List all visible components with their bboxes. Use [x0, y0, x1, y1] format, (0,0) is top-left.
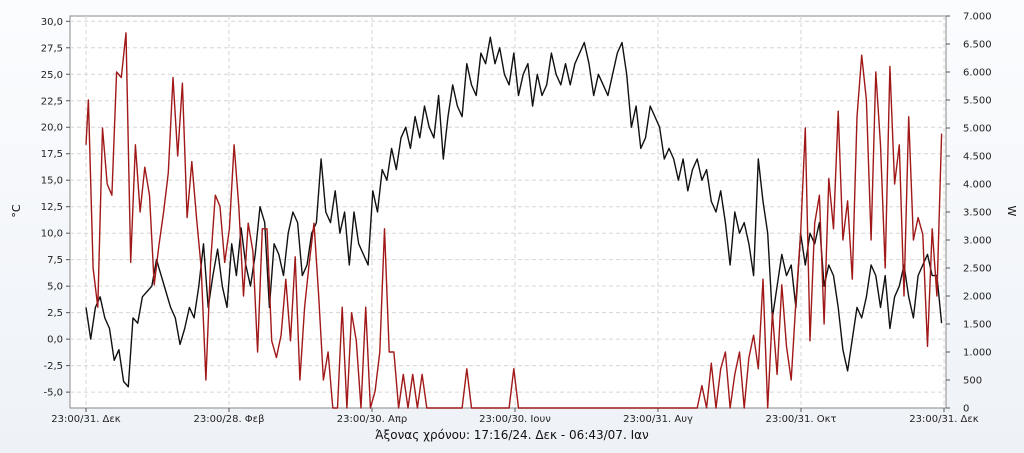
x-tick-label: 23:00/31. Δεκ	[909, 414, 979, 425]
right-tick-label: 5.500	[963, 96, 992, 107]
right-tick-label: 2.500	[963, 264, 992, 275]
left-tick-label: 0,0	[47, 335, 63, 346]
x-tick-label: 23:00/30. Ιουν	[479, 414, 551, 425]
left-tick-label: 10,0	[41, 229, 63, 240]
x-axis-ticks: 23:00/31. Δεκ 23:00/28. Φεβ 23:00/30. Απρ 2…	[51, 408, 979, 425]
x-tick-label: 23:00/30. Απρ	[337, 414, 407, 425]
right-tick-label: 6.000	[963, 68, 992, 79]
series-layer	[85, 32, 943, 409]
right-tick-label: 6.500	[963, 40, 992, 51]
left-tick-label: 30,0	[41, 17, 63, 28]
right-tick-label: 2.000	[963, 292, 992, 303]
plot-background	[69, 15, 947, 409]
right-tick-label: 5.000	[963, 124, 992, 135]
right-tick-label: 1.000	[963, 348, 992, 359]
left-tick-label: 22,5	[41, 96, 63, 107]
left-axis-ticks: -5,0 -2,5 0,0 2,5 5,0 7,5 10,0 12,5 15,0 17,5 20,0…	[41, 17, 70, 399]
left-tick-label: -2,5	[43, 361, 63, 372]
left-tick-label: 7,5	[47, 255, 63, 266]
left-axis-title: °C	[10, 204, 23, 218]
left-tick-label: 2,5	[47, 308, 63, 319]
right-tick-label: 4.500	[963, 152, 992, 163]
right-tick-label: 1.500	[963, 320, 992, 331]
x-tick-label: 23:00/31. Οκτ	[765, 414, 836, 425]
right-tick-label: 3.000	[963, 236, 992, 247]
right-tick-label: 7.000	[963, 12, 992, 23]
x-tick-label: 23:00/31. Αυγ	[623, 414, 693, 425]
left-tick-label: 12,5	[41, 202, 63, 213]
left-tick-label: 5,0	[47, 282, 63, 293]
x-tick-label: 23:00/31. Δεκ	[51, 414, 121, 425]
left-tick-label: 20,0	[41, 123, 63, 134]
x-tick-label: 23:00/28. Φεβ	[194, 414, 265, 425]
right-tick-label: 500	[963, 376, 982, 387]
right-tick-label: 4.000	[963, 180, 992, 191]
right-axis-title: W	[1005, 206, 1018, 217]
left-tick-label: -5,0	[43, 388, 63, 399]
left-tick-label: 17,5	[41, 149, 63, 160]
right-tick-label: 3.500	[963, 208, 992, 219]
right-tick-label: 0	[963, 404, 969, 415]
left-tick-label: 15,0	[41, 176, 63, 187]
right-axis-ticks: 0 500 1.000 1.500 2.000 2.500 3.000 3.500 4.000 4…	[946, 12, 992, 415]
left-tick-label: 27,5	[41, 43, 63, 54]
power-series-line	[85, 32, 943, 409]
left-tick-label: 25,0	[41, 70, 63, 81]
time-axis-caption: Άξονας χρόνου: 17:16/24. Δεκ - 06:43/07.…	[375, 428, 649, 442]
